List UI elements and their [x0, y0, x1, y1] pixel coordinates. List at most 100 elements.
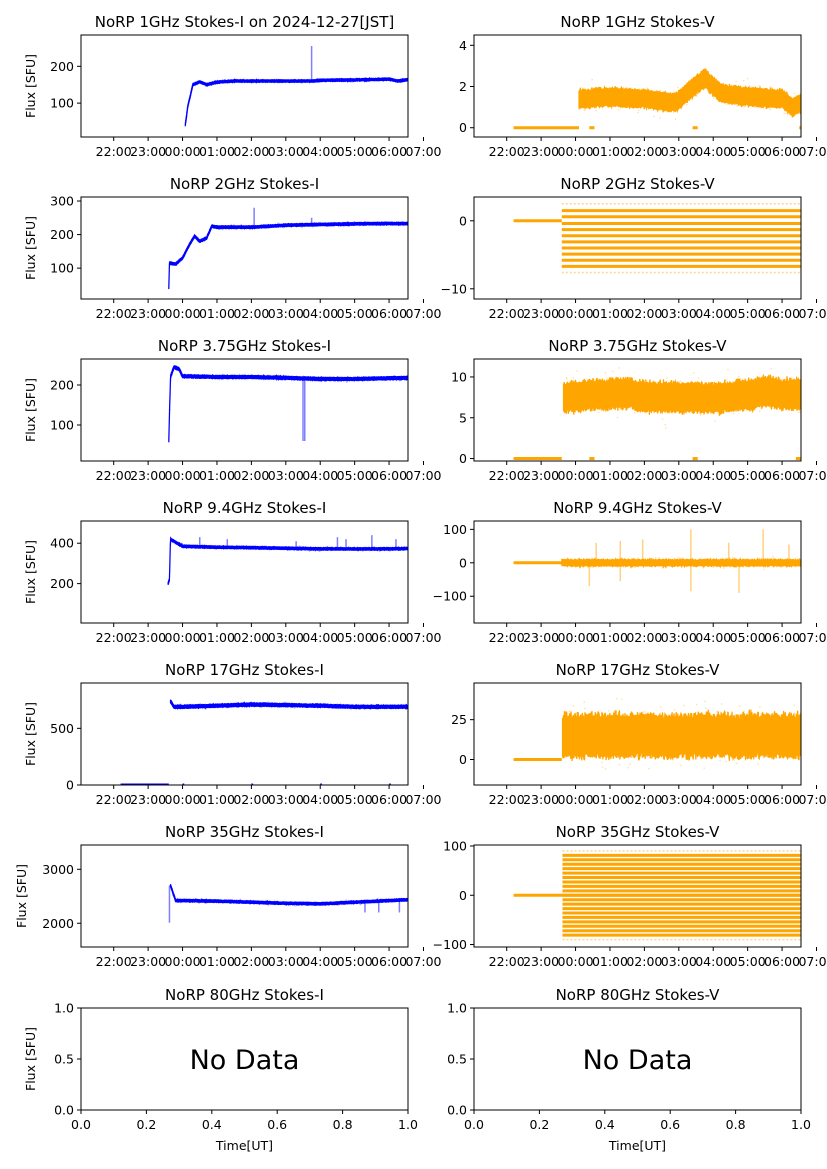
- data-point: [336, 706, 339, 709]
- data-point: [809, 409, 811, 411]
- data-point: [352, 900, 355, 903]
- y-axis-label: Flux [SFU]: [23, 216, 38, 280]
- data-point: [414, 899, 416, 901]
- data-point: [394, 78, 397, 81]
- data-point: [171, 891, 174, 893]
- data-point: [561, 562, 564, 564]
- data-point: [767, 740, 770, 743]
- data-point: [294, 904, 296, 907]
- data-point: [708, 562, 710, 564]
- data-point: [689, 83, 692, 86]
- data-point: [656, 397, 659, 399]
- data-point: [654, 393, 656, 396]
- data-point: [730, 723, 733, 726]
- data-point: [328, 222, 330, 225]
- data-point: [414, 379, 416, 381]
- data-point: [598, 92, 601, 95]
- data-point: [188, 244, 191, 246]
- data-point: [455, 695, 457, 697]
- data-point: [339, 704, 341, 707]
- data-point: [244, 80, 247, 83]
- data-point: [737, 89, 739, 91]
- plot-area: [513, 203, 801, 274]
- data-point: [251, 900, 253, 902]
- data-point: [751, 93, 753, 96]
- data-point: [738, 729, 741, 732]
- data-point: [259, 375, 262, 377]
- data-point: [327, 902, 330, 905]
- data-point: [383, 899, 385, 902]
- data-point: [703, 75, 705, 78]
- data-point: [423, 708, 425, 710]
- data-point: [626, 88, 629, 91]
- data-point: [591, 100, 593, 103]
- data-point: [337, 901, 340, 904]
- data-point: [176, 543, 179, 546]
- data-point: [786, 113, 789, 116]
- data-point: [814, 390, 816, 392]
- data-point: [174, 365, 176, 368]
- data-point: [718, 719, 721, 721]
- data-point: [604, 391, 607, 393]
- data-point: [370, 222, 373, 224]
- data-point: [664, 566, 667, 568]
- data-point: [770, 367, 773, 370]
- data-point: [753, 402, 756, 405]
- data-point: [729, 96, 732, 99]
- data-point: [746, 77, 749, 80]
- data-point: [354, 901, 357, 904]
- data-point: [361, 550, 364, 552]
- data-point: [382, 376, 384, 379]
- data-point: [179, 258, 182, 260]
- data-point: [746, 729, 749, 731]
- data-point: [185, 376, 187, 379]
- data-point: [640, 752, 643, 754]
- data-point: [616, 697, 618, 700]
- data-point: [223, 226, 226, 228]
- x-tick-label: 03:00: [268, 468, 304, 483]
- data-point: [326, 547, 329, 549]
- data-point: [439, 225, 441, 227]
- data-point: [672, 719, 674, 722]
- data-point: [432, 377, 434, 379]
- data-point: [392, 222, 395, 225]
- data-point: [608, 106, 610, 108]
- data-point: [694, 76, 697, 78]
- data-point: [231, 225, 234, 228]
- data-point: [652, 380, 655, 383]
- data-point: [262, 224, 264, 227]
- data-point: [267, 902, 269, 904]
- data-point: [303, 80, 305, 83]
- data-point: [350, 78, 353, 80]
- data-point: [380, 548, 382, 550]
- data-point: [413, 548, 415, 550]
- data-point: [601, 558, 604, 561]
- x-tick-label: 02:00: [233, 144, 269, 159]
- panel-title: NoRP 3.75GHz Stokes-V: [548, 337, 727, 355]
- data-point: [311, 377, 314, 379]
- data-point: [390, 377, 393, 379]
- data-point: [363, 80, 365, 82]
- data-point: [302, 546, 304, 549]
- data-point: [456, 710, 458, 712]
- data-point: [205, 546, 208, 549]
- data-point: [438, 225, 440, 227]
- data-point: [288, 549, 291, 551]
- data-point: [392, 378, 395, 381]
- data-point: [194, 704, 197, 707]
- x-tick-label: 04:00: [302, 144, 338, 159]
- data-point: [258, 80, 261, 83]
- data-point: [417, 546, 419, 548]
- data-point: [669, 742, 672, 745]
- data-point: [597, 411, 600, 414]
- data-point: [567, 406, 570, 409]
- data-point: [399, 79, 401, 82]
- data-point: [813, 561, 815, 563]
- data-point: [224, 900, 226, 903]
- data-point: [648, 402, 650, 405]
- data-point: [268, 702, 271, 705]
- data-point: [655, 393, 657, 396]
- data-point: [213, 377, 216, 379]
- data-point: [341, 705, 344, 708]
